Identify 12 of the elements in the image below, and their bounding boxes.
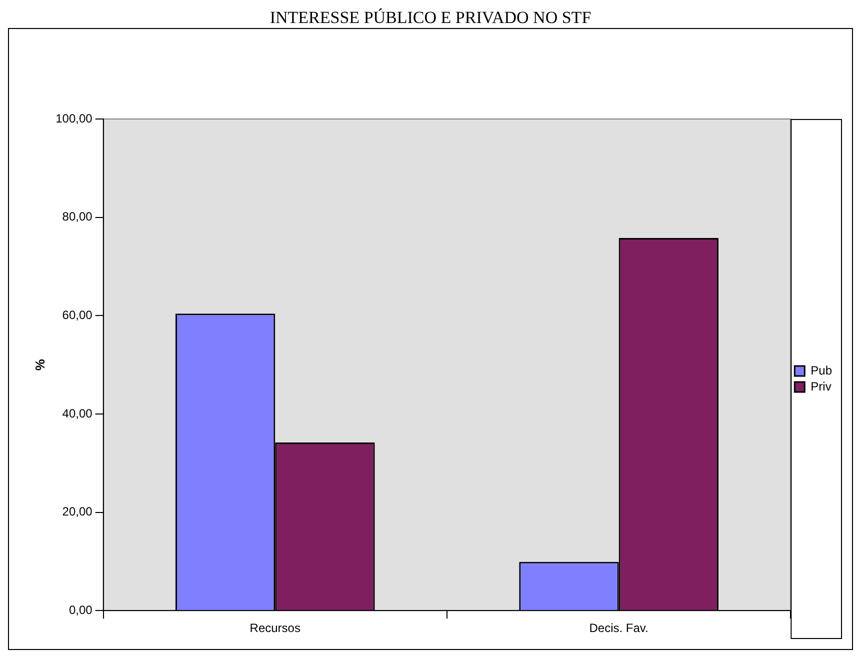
y-tick-label: 20,00 xyxy=(62,504,93,519)
chart-title: INTERESSE PÚBLICO E PRIVADO NO STF xyxy=(268,8,592,28)
y-tick-label: 40,00 xyxy=(62,406,93,420)
y-tick-label: 80,00 xyxy=(62,210,93,224)
y-tick-label: 0,00 xyxy=(68,602,93,617)
legend-label: Priv xyxy=(810,379,832,394)
y-tick-label: 60,00 xyxy=(62,308,93,322)
legend-label: Pub xyxy=(810,363,832,378)
x-tick-label: Decis. Fav. xyxy=(589,621,648,636)
x-tick-label: Recursos xyxy=(250,621,300,636)
y-axis-title: % xyxy=(32,358,48,371)
y-tick-label: 100,00 xyxy=(56,111,93,126)
